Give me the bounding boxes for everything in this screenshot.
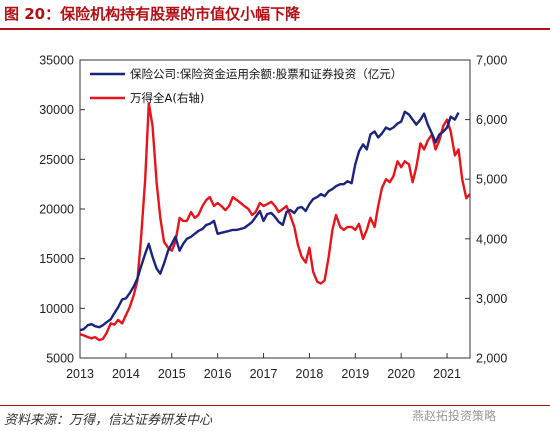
y-right-tick-label: 6,000 <box>476 113 507 127</box>
y-right-tick-label: 3,000 <box>476 292 507 306</box>
y-right-tick-label: 4,000 <box>476 232 507 246</box>
y-left-tick-label: 15000 <box>39 252 74 266</box>
y-left-tick-label: 20000 <box>39 203 74 217</box>
footer-rule <box>0 405 550 406</box>
series-line-wind-all-a <box>79 102 471 342</box>
source-note: 资料来源：万得，信达证券研发中心 <box>4 413 213 428</box>
y-left-tick-label: 35000 <box>39 54 74 68</box>
x-tick-label: 2014 <box>112 367 140 381</box>
legend-label-stock-holdings: 保险公司:保险资金运用余额:股票和证券投资（亿元） <box>130 67 402 81</box>
figure-title: 图 20：保险机构持有股票的市值仅小幅下降 <box>4 5 301 23</box>
y-left-tick-label: 30000 <box>39 103 74 117</box>
y-left-tick-label: 10000 <box>39 302 74 316</box>
chart-legend: 保险公司:保险资金运用余额:股票和证券投资（亿元） 万得全A(右轴) <box>90 67 402 105</box>
x-tick-label: 2016 <box>204 367 232 381</box>
y-right-tick-label: 5,000 <box>476 173 507 187</box>
y-left-tick-label: 5000 <box>46 352 74 366</box>
x-tick-label: 2020 <box>387 367 415 381</box>
legend-label-wind-all-a: 万得全A(右轴) <box>130 91 204 105</box>
series-line-stock-holdings <box>79 110 460 332</box>
y-right-tick-label: 7,000 <box>476 54 507 68</box>
title-underline <box>0 28 550 30</box>
y-left-tick-label: 25000 <box>39 153 74 167</box>
line-chart: 5000 10000 15000 20000 25000 30000 35000 2,000 3… <box>39 54 507 382</box>
x-tick-label: 2021 <box>433 367 461 381</box>
x-tick-label: 2018 <box>296 367 324 381</box>
chart-axes: 5000 10000 15000 20000 25000 30000 35000 2,000 3… <box>39 54 507 382</box>
x-tick-label: 2015 <box>158 367 186 381</box>
y-right-tick-label: 2,000 <box>476 352 507 366</box>
watermark: 燕赵拓投资策略 <box>412 409 497 423</box>
x-tick-label: 2019 <box>341 367 369 381</box>
chart-series <box>79 102 471 342</box>
x-tick-label: 2017 <box>250 367 278 381</box>
x-tick-label: 2013 <box>66 367 94 381</box>
